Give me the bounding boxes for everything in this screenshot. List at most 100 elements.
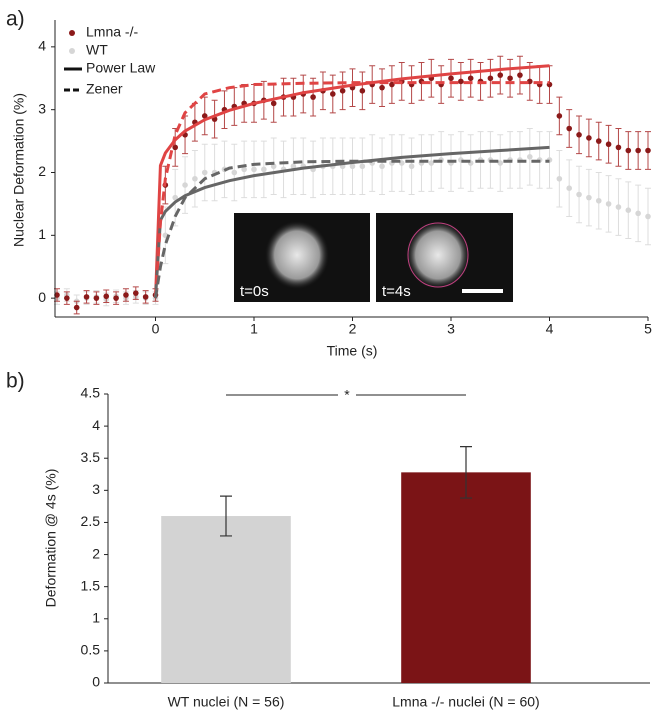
inset-label: t=4s [382,283,411,300]
legend-marker [69,30,75,36]
data-point [625,207,632,213]
data-point [595,197,602,204]
data-point [448,75,454,82]
y-tick-label: 4 [92,417,100,433]
x-tick-label: 1 [250,321,258,337]
data-point [270,100,277,107]
y-tick-label: 3 [92,481,100,497]
legend-marker [69,48,75,54]
data-point [408,163,415,170]
data-point [517,72,523,78]
fit-line [154,64,550,299]
data-point [339,88,346,94]
y-tick-label: 4 [38,38,46,54]
y-tick-label: 4.5 [81,385,101,401]
data-point [182,182,188,188]
x-axis-label: Time (s) [327,343,378,359]
y-tick-label: 2 [92,545,100,561]
data-point [615,144,622,151]
data-point [497,160,504,166]
y-tick-label: 1 [38,226,46,242]
data-point [635,210,641,217]
error-bar [460,446,472,499]
y-axis-label: Deformation @ 4s (%) [43,469,59,608]
bar [401,472,531,683]
data-point [359,88,366,94]
data-point [625,147,632,154]
data-point [123,292,129,298]
data-point [556,175,563,182]
data-point [556,113,563,119]
data-point [310,94,316,100]
y-tick-label: 2 [38,163,46,179]
data-point [586,194,592,201]
data-point [330,91,336,97]
data-point [192,175,198,182]
data-point [133,290,139,296]
x-tick-label: 5 [644,321,652,337]
significance-label: * [344,387,350,403]
data-point [497,72,504,78]
data-point [73,304,80,311]
data-point [389,81,395,88]
error-bar [220,495,232,537]
data-point [113,295,119,301]
data-point [201,169,208,176]
data-point [458,78,464,85]
y-tick-label: 1.5 [81,577,101,593]
data-point [507,75,513,82]
inset-images: t=0s t=4s [234,213,513,302]
data-point [467,75,474,82]
y-tick-label: 2.5 [81,513,101,529]
data-point [142,294,149,300]
data-point [595,138,602,144]
y-tick-label: 0.5 [81,642,101,658]
y-tick-label: 3 [38,100,46,116]
x-tick-label: 4 [546,321,554,337]
data-point [54,292,60,298]
panel-label: b) [6,370,25,393]
fit-line [154,145,550,299]
x-tick-label: 2 [349,321,357,337]
data-point [290,163,297,170]
data-point [615,204,622,210]
inset-label: t=0s [240,283,269,300]
data-point [605,201,612,207]
data-point [251,166,257,173]
fit-line [154,159,550,299]
data-point [635,147,641,154]
data-point [231,169,238,176]
nucleus [265,221,329,289]
data-point [605,141,612,148]
legend-label: Power Law [86,60,156,76]
scale-bar [462,289,503,293]
data-point [645,147,651,154]
data-point [576,132,582,138]
data-point [566,125,572,132]
x-tick-label: 3 [447,321,455,337]
data-point [201,113,208,119]
legend-label: WT [86,42,108,58]
legend-label: Zener [86,81,123,97]
y-tick-label: 0 [92,674,100,690]
data-point [64,295,70,301]
data-point [379,84,385,91]
data-point [487,75,494,82]
fit-line [154,81,550,299]
data-point [359,163,366,170]
plot-a [54,55,651,315]
data-point [349,163,356,170]
data-point [93,295,100,301]
data-point [576,191,582,198]
data-point [103,293,110,300]
data-point [241,166,247,173]
x-tick-label: 0 [152,321,160,337]
bar [161,516,291,683]
nucleus-outline [407,222,469,288]
data-point [261,166,267,173]
y-tick-label: 1 [92,609,100,625]
data-point [645,213,651,220]
data-point [172,144,178,151]
